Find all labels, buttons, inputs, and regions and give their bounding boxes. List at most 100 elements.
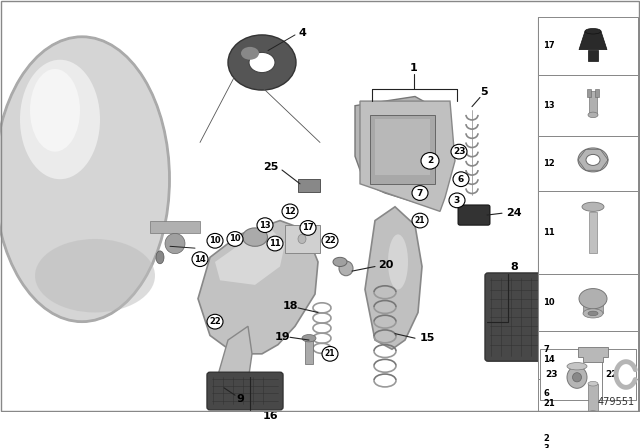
Text: 3: 3: [454, 196, 460, 205]
Bar: [538, 191, 638, 274]
Text: 4: 4: [298, 28, 306, 38]
Text: 21: 21: [324, 349, 335, 358]
Ellipse shape: [585, 29, 601, 34]
Text: 1: 1: [410, 63, 418, 73]
Text: 20: 20: [378, 260, 394, 270]
Ellipse shape: [567, 366, 587, 388]
Polygon shape: [578, 347, 608, 362]
Ellipse shape: [243, 228, 268, 246]
Ellipse shape: [580, 432, 606, 448]
Circle shape: [449, 193, 465, 208]
Text: 18: 18: [282, 301, 298, 311]
Text: 22: 22: [209, 317, 221, 326]
Text: 5: 5: [480, 87, 488, 97]
Bar: [602, 349, 636, 400]
Text: 6: 6: [458, 175, 464, 184]
Ellipse shape: [588, 411, 598, 415]
Text: 2: 2: [427, 156, 433, 165]
Text: 24: 24: [506, 208, 522, 218]
Text: 2
3: 2 3: [543, 434, 549, 448]
Ellipse shape: [588, 381, 598, 386]
Circle shape: [451, 144, 467, 159]
Bar: [538, 379, 638, 418]
FancyBboxPatch shape: [485, 273, 549, 361]
Ellipse shape: [588, 112, 598, 118]
Polygon shape: [360, 101, 455, 211]
Circle shape: [453, 172, 469, 186]
Bar: [305, 338, 313, 364]
Circle shape: [412, 185, 428, 200]
Text: 17: 17: [302, 224, 314, 233]
Ellipse shape: [156, 251, 164, 264]
Polygon shape: [355, 96, 445, 207]
Circle shape: [282, 204, 298, 219]
Text: 10: 10: [543, 298, 555, 307]
Ellipse shape: [249, 52, 275, 73]
Text: 479551: 479551: [598, 397, 635, 407]
Text: 9: 9: [236, 394, 244, 404]
Ellipse shape: [339, 261, 353, 276]
Text: 22: 22: [605, 370, 618, 379]
Text: 14: 14: [194, 254, 206, 264]
Ellipse shape: [573, 373, 582, 382]
Bar: [538, 17, 638, 75]
Ellipse shape: [588, 311, 598, 316]
Text: 15: 15: [420, 333, 435, 343]
Text: 7
14: 7 14: [543, 345, 555, 365]
Text: 10: 10: [209, 236, 221, 246]
Text: 22: 22: [324, 236, 336, 246]
Circle shape: [300, 220, 316, 235]
Circle shape: [227, 232, 243, 246]
Bar: [375, 120, 430, 175]
Ellipse shape: [0, 37, 170, 322]
Ellipse shape: [583, 309, 603, 318]
Ellipse shape: [241, 47, 259, 60]
Text: 6
21: 6 21: [543, 389, 555, 408]
Text: 10: 10: [229, 234, 241, 243]
Ellipse shape: [35, 239, 155, 312]
Text: 13: 13: [259, 221, 271, 230]
Bar: [298, 179, 320, 192]
Bar: [538, 331, 638, 379]
Bar: [370, 115, 435, 184]
Circle shape: [267, 236, 283, 251]
Circle shape: [322, 233, 338, 248]
Polygon shape: [218, 326, 252, 391]
Circle shape: [322, 346, 338, 361]
Text: 16: 16: [262, 411, 278, 421]
Ellipse shape: [165, 233, 185, 254]
Ellipse shape: [578, 148, 608, 172]
Text: 23: 23: [545, 370, 557, 379]
Text: 19: 19: [274, 332, 290, 342]
Bar: [538, 418, 638, 448]
Bar: [589, 91, 597, 115]
Text: 17: 17: [543, 42, 555, 51]
Bar: [588, 383, 598, 413]
Bar: [538, 274, 638, 331]
Ellipse shape: [582, 202, 604, 211]
Bar: [540, 349, 602, 400]
Bar: [588, 50, 598, 60]
Bar: [538, 136, 638, 191]
Polygon shape: [215, 228, 285, 285]
Text: 12: 12: [543, 159, 555, 168]
Bar: [583, 299, 603, 314]
Text: 11: 11: [543, 228, 555, 237]
Bar: [538, 75, 638, 136]
Polygon shape: [365, 207, 422, 349]
Ellipse shape: [228, 35, 296, 90]
Bar: [285, 225, 320, 253]
Circle shape: [421, 153, 439, 169]
Ellipse shape: [586, 155, 600, 165]
Circle shape: [412, 213, 428, 228]
Polygon shape: [579, 31, 607, 50]
Bar: [587, 89, 591, 96]
Circle shape: [192, 252, 208, 267]
Ellipse shape: [30, 69, 80, 151]
Ellipse shape: [333, 257, 347, 267]
Text: 7: 7: [417, 189, 423, 198]
Ellipse shape: [298, 234, 306, 244]
Circle shape: [207, 233, 223, 248]
Text: 12: 12: [284, 207, 296, 216]
Text: 11: 11: [269, 239, 281, 248]
